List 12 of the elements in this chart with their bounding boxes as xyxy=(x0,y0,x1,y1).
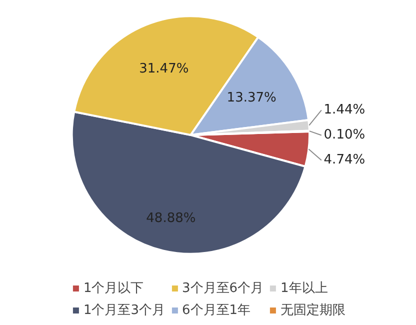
data-label: 31.47% xyxy=(139,61,189,76)
legend-label: 3个月至6个月 xyxy=(182,280,264,297)
data-label: 1.44% xyxy=(324,102,366,118)
legend-label: 无固定期限 xyxy=(280,302,346,319)
legend-label: 6个月至1年 xyxy=(182,302,251,319)
data-label: 4.74% xyxy=(324,152,366,168)
data-label: 13.37% xyxy=(226,90,276,106)
legend-label: 1个月至3个月 xyxy=(83,302,165,319)
legend-label: 1年以上 xyxy=(280,280,328,297)
legend-label: 1个月以下 xyxy=(83,280,144,297)
data-label: 0.10% xyxy=(324,128,366,143)
data-label: 48.88% xyxy=(146,210,196,226)
